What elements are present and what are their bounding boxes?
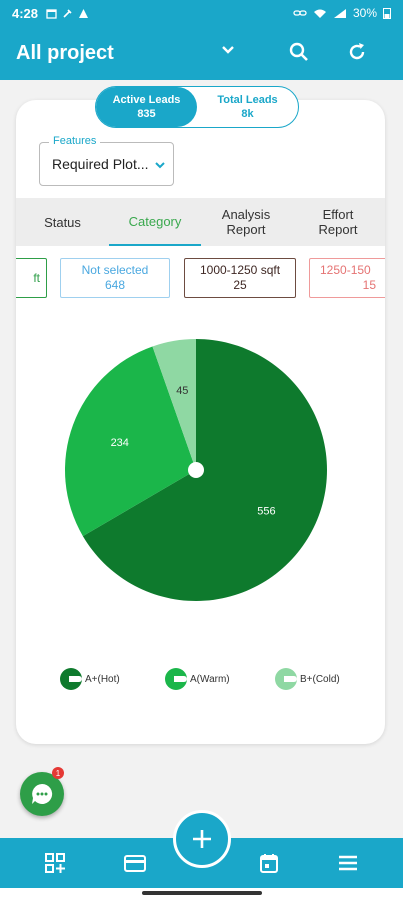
tab-category-label: Category xyxy=(128,213,182,229)
active-leads-label: Active Leads xyxy=(112,94,181,106)
project-chevron-down-icon[interactable] xyxy=(218,40,238,60)
category-chips: ft Not selected 648 1000-1250 sqft 25 12… xyxy=(16,252,385,304)
menu-icon[interactable] xyxy=(337,852,359,874)
chip-1250-1500[interactable]: 1250-150 15 xyxy=(309,258,385,298)
chip-count: 25 xyxy=(233,278,247,292)
features-value: Required Plot... xyxy=(52,156,149,172)
status-time: 4:28 xyxy=(12,5,39,21)
signal-icon xyxy=(333,8,346,18)
pie-svg: 556 234 45 xyxy=(65,339,327,601)
app-bar: All project xyxy=(0,26,403,80)
legend-label: A(Warm) xyxy=(190,673,230,685)
legend-cold: B+(Cold) xyxy=(275,668,340,690)
tab-status-label: Status xyxy=(44,214,81,230)
chip-label: Not selected xyxy=(81,263,149,277)
legend-warm: A(Warm) xyxy=(165,668,230,690)
status-bar: 4:28 30% xyxy=(0,0,403,26)
home-indicator xyxy=(0,888,403,900)
calendar-status-icon xyxy=(46,8,57,19)
chip-label: ft xyxy=(33,270,40,285)
tab-analysis-label: Analysis Report xyxy=(221,207,271,237)
chat-button[interactable] xyxy=(20,772,64,816)
tab-analysis-report[interactable]: Analysis Report xyxy=(211,198,281,246)
category-pie-chart: 556 234 45 xyxy=(0,320,403,620)
battery-percent: 30% xyxy=(352,6,377,20)
chip-count: 15 xyxy=(362,278,376,292)
chart-legend: A+(Hot) A(Warm) B+(Cold) xyxy=(16,668,385,694)
home-bar xyxy=(142,891,262,895)
total-leads-value: 8k xyxy=(241,108,254,120)
chip-partial[interactable]: ft xyxy=(16,258,47,298)
pie-data-label: 556 xyxy=(257,505,275,517)
chip-count: 648 xyxy=(104,278,126,292)
chip-1000-1250[interactable]: 1000-1250 sqft 25 xyxy=(184,258,296,298)
pie-slice-a-hot[interactable] xyxy=(82,339,327,601)
calendar-icon[interactable] xyxy=(258,852,280,874)
chip-label: 1250-150 xyxy=(320,263,371,277)
total-leads-segment[interactable]: Total Leads 8k xyxy=(197,87,298,127)
chip-label: 1000-1250 sqft xyxy=(199,263,281,277)
features-label: Features xyxy=(49,135,101,147)
tools-status-icon xyxy=(63,8,72,18)
active-leads-segment[interactable]: Active Leads 835 xyxy=(96,87,197,127)
link-status-icon xyxy=(293,10,307,16)
legend-hot: A+(Hot) xyxy=(60,668,120,690)
leads-toggle: Active Leads 835 Total Leads 8k xyxy=(95,86,299,128)
total-leads-label: Total Leads xyxy=(217,94,278,106)
tab-effort-label: Effort Report xyxy=(318,207,358,237)
warning-status-icon xyxy=(79,8,89,18)
page-title: All project xyxy=(16,41,114,64)
features-dropdown[interactable]: Features Required Plot... xyxy=(39,135,174,186)
chip-not-selected[interactable]: Not selected 648 xyxy=(60,258,170,298)
tab-status[interactable]: Status xyxy=(16,198,109,246)
status-right-icons: 30% xyxy=(293,6,391,20)
chat-notification-badge: 1 xyxy=(52,767,64,779)
tab-category[interactable]: Category xyxy=(109,198,201,246)
chevron-down-icon xyxy=(155,162,165,169)
add-button[interactable] xyxy=(173,810,231,868)
report-tabs: Status Category Analysis Report Effort R… xyxy=(16,198,385,246)
tab-effort-report[interactable]: Effort Report xyxy=(308,198,368,246)
pie-slice-a-warm[interactable] xyxy=(65,346,196,537)
dashboard-add-icon[interactable] xyxy=(44,852,66,874)
pie-data-label: 234 xyxy=(111,437,129,449)
legend-swatch-icon xyxy=(275,668,297,690)
legend-swatch-icon xyxy=(60,668,82,690)
search-icon[interactable] xyxy=(288,41,310,63)
card-icon[interactable] xyxy=(123,852,147,874)
chat-bubble-icon xyxy=(32,783,53,804)
pie-center-dot xyxy=(188,462,204,478)
active-leads-value: 835 xyxy=(137,108,156,120)
status-notification-icons xyxy=(46,8,89,19)
battery-icon xyxy=(383,8,391,19)
legend-swatch-icon xyxy=(165,668,187,690)
pie-data-label: 45 xyxy=(176,385,188,397)
wifi-icon xyxy=(313,9,326,18)
pie-slice-b-cold[interactable] xyxy=(152,339,196,470)
legend-label: A+(Hot) xyxy=(85,673,120,685)
plus-icon xyxy=(193,830,211,848)
legend-label: B+(Cold) xyxy=(300,673,340,685)
refresh-icon[interactable] xyxy=(346,41,368,63)
